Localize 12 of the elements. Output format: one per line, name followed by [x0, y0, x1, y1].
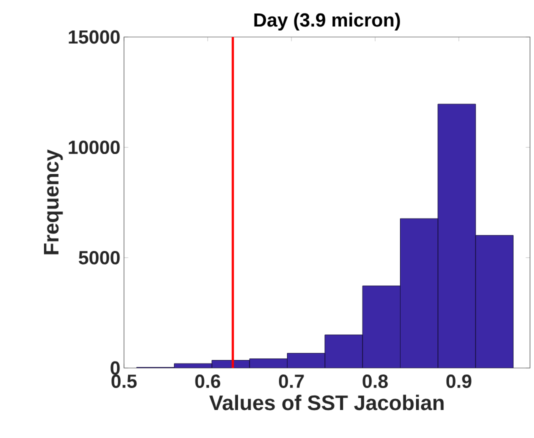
- x-tick-label: 0.7: [278, 374, 304, 388]
- y-tick-label: 5000: [78, 250, 120, 264]
- x-axis-title: Values of SST Jacobian: [209, 394, 444, 410]
- x-tick-label: 0.5: [112, 374, 137, 388]
- y-tick-label: 0: [110, 361, 120, 375]
- x-tick-label: 0.9: [446, 374, 472, 388]
- y-tick-label: 10000: [68, 140, 120, 154]
- x-tick-label: 0.8: [362, 374, 388, 388]
- x-tick-label: 0.6: [195, 374, 220, 388]
- y-axis-title: Frequency: [44, 150, 63, 254]
- y-tick-label: 15000: [68, 30, 120, 44]
- chart-title: Day (3.9 micron): [254, 12, 400, 30]
